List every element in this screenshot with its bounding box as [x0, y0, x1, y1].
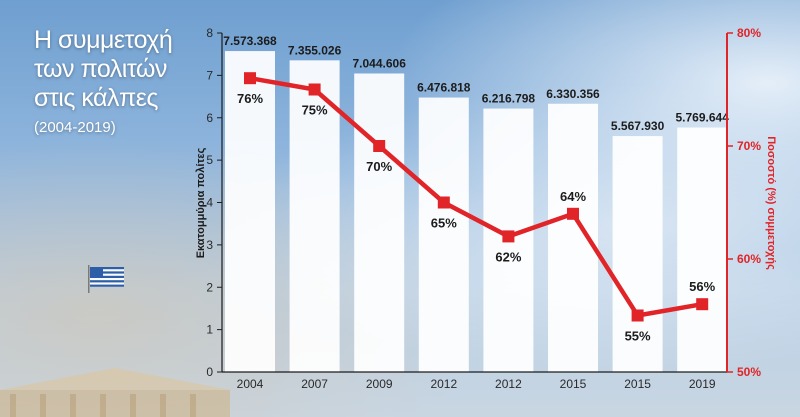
bar-6 — [612, 136, 663, 372]
y-tick-label-left-6: 6 — [206, 111, 213, 125]
bar-7 — [677, 127, 728, 372]
x-tick-label-7: 2019 — [689, 377, 716, 391]
parliament-building-silhouette — [0, 368, 230, 417]
x-tick-label-3: 2012 — [430, 377, 457, 391]
participation-label-0: 76% — [237, 91, 263, 106]
y-axis-left-title: Εκατομμύρια πολίτες — [195, 147, 207, 258]
chart-subtitle: (2004-2019) — [34, 119, 116, 136]
participation-point-4 — [502, 230, 515, 243]
chart-title-line-3: στις κάλπες — [34, 84, 158, 112]
bar-value-label-7: 5.769.644 — [676, 111, 730, 125]
greek-flag-icon — [88, 265, 124, 293]
chart-title-line-1: Η συμμετοχή — [34, 26, 173, 54]
x-tick-label-0: 2004 — [237, 377, 264, 391]
y-tick-label-right-3: 80% — [737, 26, 761, 40]
participation-point-5 — [567, 207, 579, 220]
y-tick-label-left-0: 0 — [206, 365, 213, 379]
chart-title-line-2: των πολιτών — [34, 55, 167, 83]
x-tick-label-5: 2015 — [560, 377, 587, 391]
bar-2 — [354, 73, 405, 373]
y-tick-label-right-1: 60% — [737, 252, 761, 266]
participation-label-5: 64% — [560, 189, 586, 204]
y-tick-label-left-4: 4 — [206, 196, 213, 210]
x-tick-label-2: 2009 — [366, 377, 393, 391]
chart-title-block: Η συμμετοχή των πολιτών στις κάλπες (200… — [34, 26, 204, 136]
participation-point-0 — [244, 72, 256, 85]
x-tick-label-4: 2012 — [495, 377, 522, 391]
y-tick-label-left-5: 5 — [206, 153, 213, 167]
y-tick-label-right-2: 70% — [737, 139, 761, 153]
participation-label-1: 75% — [302, 103, 328, 118]
y-tick-label-left-1: 1 — [206, 323, 213, 337]
bar-value-label-6: 5.567.930 — [611, 119, 665, 133]
participation-point-1 — [308, 83, 321, 96]
participation-label-4: 62% — [495, 249, 521, 264]
x-tick-label-1: 2007 — [301, 377, 328, 391]
participation-label-7: 56% — [689, 279, 715, 294]
y-tick-label-right-0: 50% — [737, 365, 761, 379]
bar-value-label-2: 7.044.606 — [353, 56, 407, 70]
y-tick-label-left-3: 3 — [206, 238, 213, 252]
bar-value-label-4: 6.216.798 — [482, 92, 536, 106]
bar-value-label-1: 7.355.026 — [288, 43, 342, 57]
participation-point-2 — [373, 140, 386, 152]
participation-label-3: 65% — [431, 216, 457, 231]
y-tick-label-left-8: 8 — [206, 26, 213, 40]
bar-value-label-3: 6.476.818 — [417, 81, 471, 95]
y-axis-right-title: Ποσοστό (%) συμμετοχής — [765, 136, 777, 270]
bar-1 — [289, 60, 340, 372]
participation-point-3 — [437, 196, 450, 209]
bar-0 — [225, 51, 275, 373]
participation-point-6 — [631, 309, 644, 322]
bar-value-label-0: 7.573.368 — [223, 34, 277, 48]
y-tick-label-left-7: 7 — [206, 68, 213, 82]
bar-value-label-5: 6.330.356 — [546, 87, 600, 101]
bar-3 — [418, 97, 469, 373]
x-tick-label-6: 2015 — [624, 377, 651, 391]
y-tick-label-left-2: 2 — [206, 280, 213, 294]
participation-label-6: 55% — [625, 329, 651, 344]
participation-point-7 — [696, 298, 709, 311]
participation-label-2: 70% — [366, 159, 392, 174]
participation-line — [249, 75, 703, 318]
